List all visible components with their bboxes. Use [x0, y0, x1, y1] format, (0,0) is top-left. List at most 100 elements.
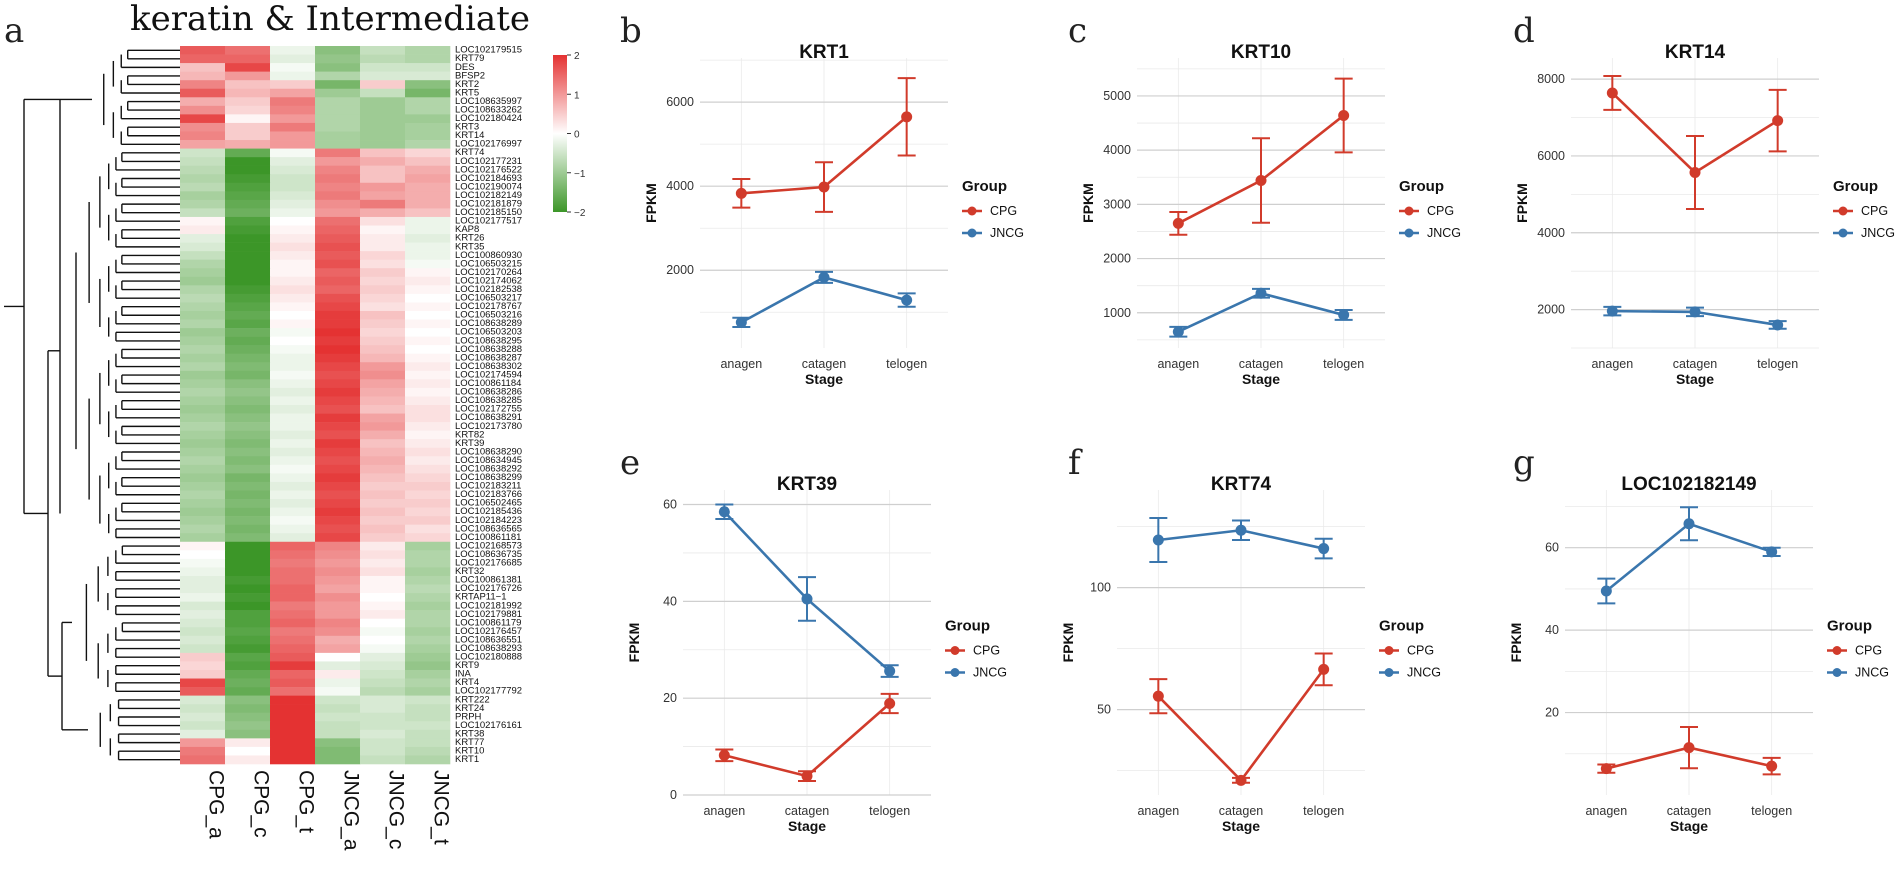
y-tick-label: 40 — [663, 594, 677, 608]
heatmap-cell — [405, 439, 451, 449]
heatmap-cell — [360, 276, 406, 286]
heatmap-cell — [180, 242, 226, 252]
heatmap-cell — [405, 456, 451, 466]
heatmap-cell — [270, 54, 316, 64]
legend-title: Group — [1827, 618, 1872, 635]
heatmap-cell — [360, 88, 406, 98]
gene-label: LOC108638289 — [455, 318, 522, 329]
heatmap-cell — [225, 687, 271, 696]
x-tick-label: catagen — [785, 804, 830, 818]
gene-label: LOC102176161 — [455, 720, 522, 731]
heatmap-cell — [360, 251, 406, 260]
heatmap-cell — [360, 242, 406, 252]
heatmap-cell — [315, 627, 361, 637]
x-tick-label: telogen — [886, 357, 927, 371]
heatmap-cell — [405, 310, 451, 320]
heatmap-cell — [315, 635, 361, 645]
y-tick-label: 2000 — [666, 263, 694, 277]
gene-label: LOC102176726 — [455, 583, 522, 594]
heatmap-cell — [180, 430, 226, 440]
heatmap-cell — [180, 413, 226, 423]
heatmap-cell — [405, 276, 451, 286]
heatmap-cell — [360, 387, 406, 397]
heatmap-cell — [315, 362, 361, 372]
heatmap-cell — [270, 405, 316, 414]
heatmap-cell — [360, 533, 406, 543]
y-axis-label: FPKM — [643, 183, 659, 223]
heatmap-cell — [180, 456, 226, 466]
heatmap-cell — [405, 105, 451, 115]
heatmap-cell — [180, 593, 226, 602]
gene-label: LOC106502465 — [455, 498, 522, 509]
heatmap-cell — [360, 746, 406, 756]
colorbar-tick-label: 0 — [574, 130, 580, 141]
heatmap-cell — [360, 473, 406, 483]
heatmap-cell — [315, 661, 361, 671]
heatmap-cell — [225, 105, 271, 115]
heatmap-cell — [405, 54, 451, 64]
data-point-jncg — [1172, 326, 1184, 338]
heatmap-cell — [360, 456, 406, 466]
heatmap-cell — [360, 567, 406, 577]
heatmap-cell — [315, 165, 361, 175]
line-chart-panels: b KRT1 2000 4000 6000 anagen catagen telogen Sta… — [620, 11, 1895, 834]
heatmap-cell — [225, 353, 271, 363]
data-point-cpg — [1766, 760, 1778, 772]
legend-title: Group — [962, 178, 1007, 195]
heatmap-cell — [360, 618, 406, 628]
gene-label: LOC102176997 — [455, 139, 522, 150]
heatmap-cell — [225, 447, 271, 457]
heatmap-cell — [225, 405, 271, 414]
heatmap-cell — [225, 191, 271, 201]
heatmap-cell — [360, 140, 406, 149]
gene-label: LOC102183211 — [455, 481, 521, 492]
heatmap-cell — [225, 584, 271, 594]
panel-letter-f: f — [1068, 443, 1083, 483]
heatmap-cell — [360, 601, 406, 611]
x-tick-label: catagen — [1667, 804, 1712, 818]
heatmap-cell — [180, 54, 226, 64]
heatmap-cell — [225, 439, 271, 449]
heatmap-cell — [180, 541, 226, 551]
gene-label: INA — [455, 669, 472, 680]
heatmap-cell — [180, 618, 226, 628]
data-point-jncg — [1235, 524, 1247, 536]
legend-label: CPG — [990, 204, 1017, 218]
heatmap-cell — [180, 746, 226, 756]
heatmap-cell — [405, 516, 451, 525]
heatmap-cell — [225, 114, 271, 124]
y-axis-label: FPKM — [1508, 623, 1524, 663]
heatmap-cell — [405, 80, 451, 90]
heatmap-cell — [270, 46, 316, 55]
heatmap-cell — [270, 80, 316, 90]
heatmap-cell — [315, 729, 361, 739]
heatmap-cell — [270, 567, 316, 577]
heatmap-cell — [315, 122, 361, 132]
heatmap-cell — [270, 71, 316, 81]
x-axis-label: Stage — [788, 818, 826, 834]
heatmap-cell — [405, 174, 451, 184]
heatmap-cell — [360, 345, 406, 355]
heatmap-cell — [315, 182, 361, 192]
heatmap-cell — [225, 63, 271, 72]
heatmap-cell — [225, 88, 271, 98]
heatmap-cell — [405, 473, 451, 483]
gene-label: LOC102180424 — [455, 113, 522, 124]
heatmap-cell — [360, 293, 406, 303]
heatmap-cell — [270, 558, 316, 568]
heatmap-cell — [405, 140, 451, 149]
heatmap-cell — [180, 567, 226, 577]
heatmap-cell — [405, 345, 451, 355]
heatmap-cell — [315, 439, 361, 449]
heatmap-cell — [360, 575, 406, 585]
heatmap-cell — [315, 541, 361, 551]
heatmap-cell — [360, 396, 406, 406]
heatmap-cell — [315, 593, 361, 602]
data-point-cpg — [1600, 763, 1612, 775]
heatmap-cell — [270, 276, 316, 286]
x-tick-label: anagen — [1591, 357, 1633, 371]
heatmap-cell — [180, 310, 226, 320]
heatmap-cell — [180, 712, 226, 722]
data-point-jncg — [1772, 319, 1784, 331]
legend-swatch-point — [1404, 228, 1414, 238]
